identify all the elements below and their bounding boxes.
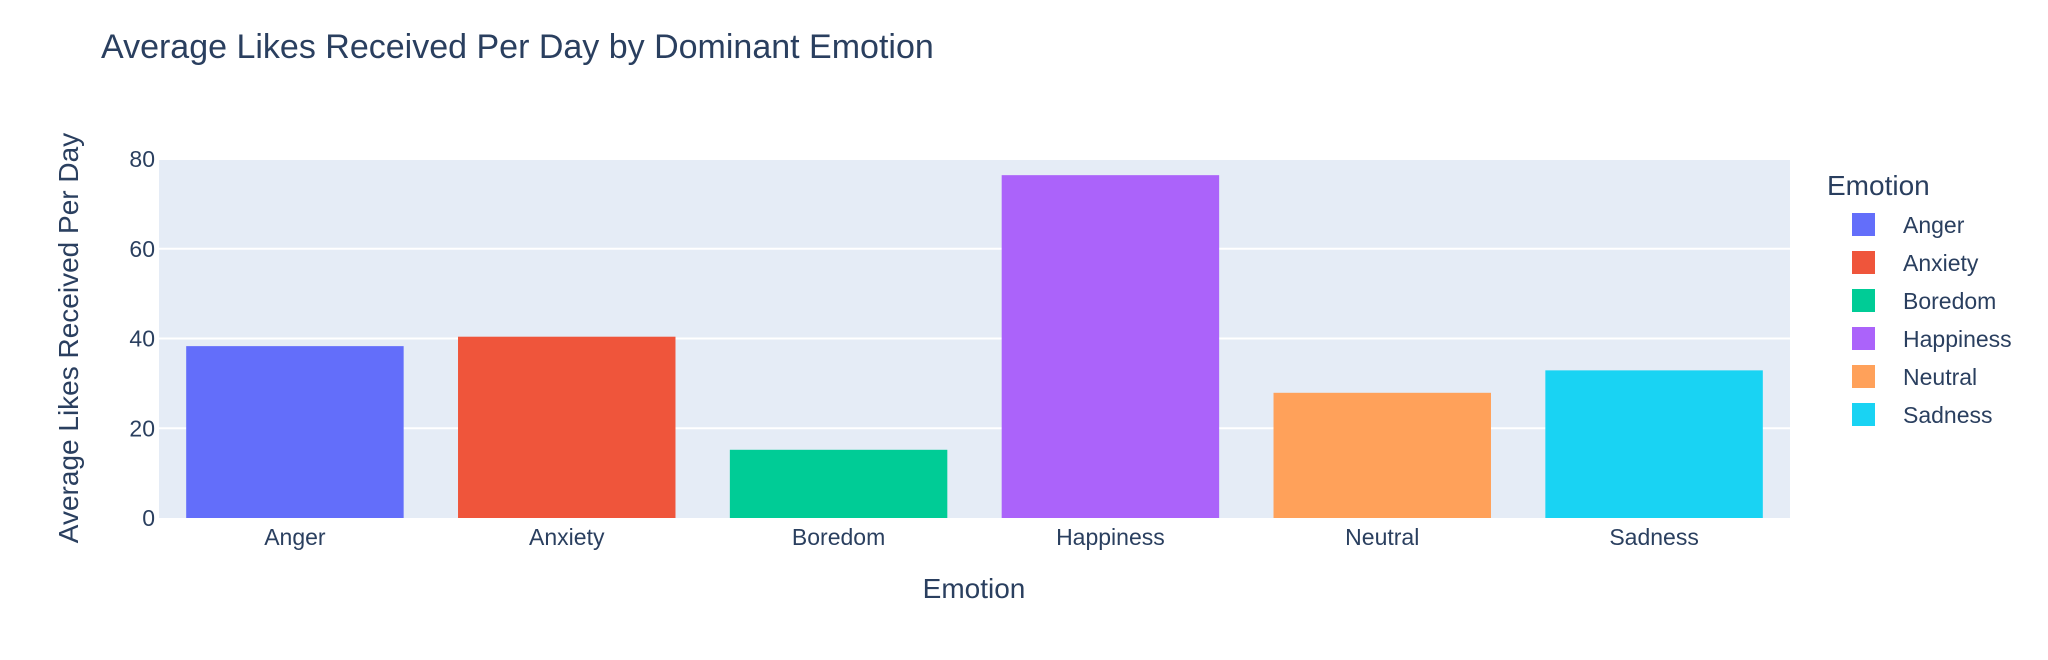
x-tick-label: Happiness xyxy=(1056,524,1165,550)
gridlines xyxy=(159,158,1790,430)
bar-sadness xyxy=(1545,370,1763,518)
y-axis-title: Average Likes Received Per Day xyxy=(53,133,84,543)
legend-swatch xyxy=(1852,213,1875,236)
bar-anxiety xyxy=(458,336,676,518)
legend-label: Boredom xyxy=(1903,288,1996,314)
y-tick-label: 80 xyxy=(129,146,155,172)
x-tick-label: Boredom xyxy=(792,524,885,550)
legend-swatch xyxy=(1852,289,1875,312)
x-tick-label: Anger xyxy=(264,524,326,550)
legend-swatch xyxy=(1852,403,1875,426)
legend: Emotion Anger Anxiety Boredom Happiness Neut… xyxy=(1827,170,2012,428)
y-tick-labels: 0 20 40 60 80 xyxy=(129,146,155,531)
chart-title: Average Likes Received Per Day by Domina… xyxy=(101,28,934,66)
legend-label: Happiness xyxy=(1903,326,2012,352)
y-tick-label: 20 xyxy=(129,415,155,441)
legend-swatch xyxy=(1852,251,1875,274)
y-tick-label: 60 xyxy=(129,236,155,262)
x-tick-label: Neutral xyxy=(1345,524,1419,550)
x-axis-title: Emotion xyxy=(923,573,1026,604)
legend-label: Neutral xyxy=(1903,364,1977,390)
x-tick-labels: Anger Anxiety Boredom Happiness Neutral Sadne… xyxy=(264,524,1699,550)
x-tick-label: Sadness xyxy=(1609,524,1699,550)
y-tick-label: 0 xyxy=(142,505,155,531)
legend-label: Anxiety xyxy=(1903,250,1979,276)
legend-swatch xyxy=(1852,327,1875,350)
x-tick-label: Anxiety xyxy=(529,524,605,550)
bar-anger xyxy=(186,346,404,518)
bar-boredom xyxy=(729,449,948,518)
y-tick-label: 40 xyxy=(129,326,155,352)
legend-label: Sadness xyxy=(1903,402,1993,428)
legend-title: Emotion xyxy=(1827,170,1930,201)
bar-happiness xyxy=(1001,175,1220,518)
bar-neutral xyxy=(1273,392,1491,518)
bars xyxy=(186,175,1763,518)
legend-label: Anger xyxy=(1903,212,1965,238)
legend-swatch xyxy=(1852,365,1875,388)
